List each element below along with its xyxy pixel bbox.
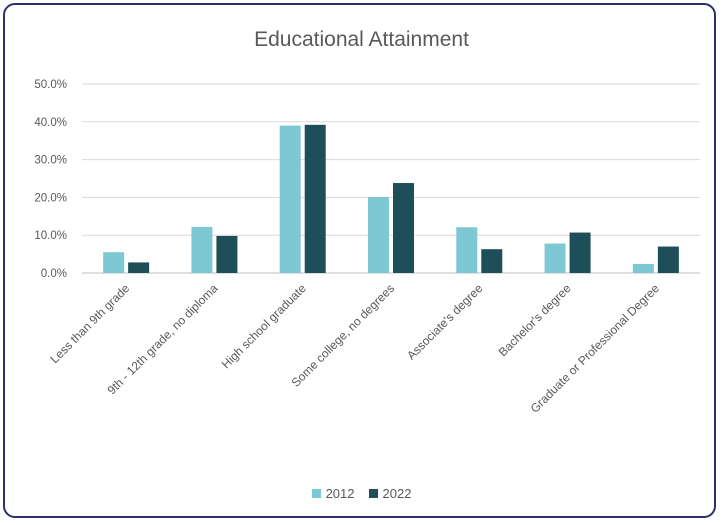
bar-2012 — [632, 263, 654, 273]
bar-2012 — [103, 252, 125, 273]
y-tick-label: 10.0% — [34, 230, 67, 242]
x-tick-label: Associate's degree — [404, 281, 486, 363]
x-tick-label: High school graduate — [219, 281, 309, 371]
bar-2012 — [191, 226, 213, 273]
bar-2022 — [657, 246, 679, 273]
y-tick-label: 50.0% — [34, 79, 67, 91]
x-tick-label: Less than 9th grade — [47, 281, 132, 366]
bar-2022 — [128, 262, 150, 273]
x-tick-label: Some college, no degrees — [289, 281, 397, 389]
legend-swatch-2012 — [311, 489, 321, 498]
bar-2012 — [368, 197, 389, 273]
legend-item-2022: 2022 — [368, 486, 412, 501]
bar-2012 — [544, 243, 566, 273]
legend-item-2012: 2012 — [311, 486, 355, 501]
legend: 2012 2022 — [0, 486, 723, 501]
bar-2022 — [304, 124, 326, 273]
bar-2022 — [569, 232, 591, 273]
legend-swatch-2022 — [368, 489, 378, 498]
legend-label-2022: 2022 — [382, 486, 412, 501]
y-tick-label: 40.0% — [34, 117, 67, 129]
bar-2022 — [216, 235, 238, 273]
legend-label-2012: 2012 — [325, 486, 355, 501]
bar-2012 — [279, 125, 301, 273]
chart-title: Educational Attainment — [254, 28, 469, 51]
y-tick-label: 20.0% — [34, 192, 67, 204]
x-tick-label: Bachelor's degree — [496, 281, 574, 359]
bar-2022 — [393, 183, 414, 273]
y-tick-label: 30.0% — [34, 155, 67, 167]
bar-2022 — [481, 249, 503, 273]
bar-2012 — [456, 227, 478, 273]
y-tick-label: 0.0% — [41, 268, 67, 280]
